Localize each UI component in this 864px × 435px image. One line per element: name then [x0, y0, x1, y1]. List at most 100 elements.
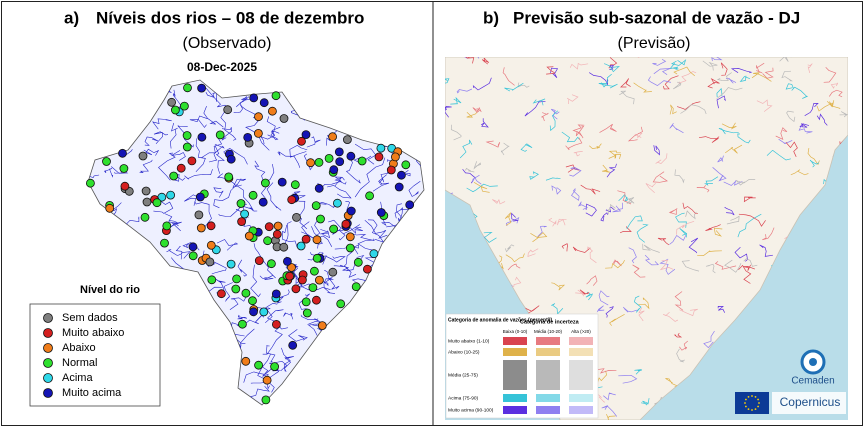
legend-swatch	[536, 394, 560, 402]
legend-swatch	[569, 360, 593, 390]
river	[589, 143, 602, 149]
legend-swatch	[569, 394, 593, 402]
river	[705, 224, 721, 231]
eu-star	[747, 408, 750, 410]
river	[721, 122, 737, 130]
river	[618, 194, 629, 203]
gauge-dot	[394, 182, 404, 192]
river	[217, 173, 237, 186]
gauge-dot	[170, 105, 180, 115]
river	[221, 127, 233, 141]
river	[143, 148, 160, 156]
river	[668, 208, 678, 215]
river	[257, 354, 275, 393]
river	[659, 258, 676, 275]
gauge-dot	[309, 266, 319, 276]
river	[638, 307, 645, 322]
gauge-dot	[241, 356, 251, 366]
river	[345, 155, 361, 184]
river	[571, 188, 580, 201]
gauge-dot	[249, 93, 259, 103]
gauge-dot	[405, 200, 415, 210]
river	[502, 67, 515, 86]
gauge-dot	[272, 229, 282, 239]
river	[716, 95, 726, 109]
river	[214, 145, 225, 174]
river	[220, 109, 237, 141]
river	[456, 88, 473, 94]
river	[785, 141, 798, 157]
legend-row: Abaixo (10-25)	[448, 349, 480, 355]
river	[618, 374, 638, 384]
gauge-dot	[279, 114, 289, 123]
gauge-dot	[291, 284, 301, 294]
gauge-dot	[167, 97, 177, 107]
gauge-dot	[120, 181, 130, 191]
river	[481, 118, 489, 128]
river	[500, 142, 510, 156]
river	[743, 264, 756, 271]
gauge-dot	[262, 375, 272, 385]
river	[587, 246, 597, 264]
legend-row: Muito abaixo (1-10)	[448, 338, 490, 344]
river	[346, 254, 365, 272]
gauge-dot	[226, 154, 236, 164]
river	[712, 167, 727, 182]
river	[636, 223, 649, 243]
river	[672, 81, 682, 90]
river	[653, 145, 660, 156]
river	[608, 57, 618, 69]
river	[184, 169, 213, 180]
river	[579, 289, 590, 295]
river	[605, 259, 625, 269]
gauge-dot	[119, 164, 129, 173]
logo-text: Cemaden	[791, 376, 834, 387]
eu-star	[747, 396, 750, 398]
legend-swatch	[503, 394, 527, 402]
river	[572, 124, 585, 139]
gauge-dot	[301, 130, 311, 140]
river	[532, 98, 546, 106]
gauge-dot	[206, 221, 216, 231]
gauge-dot	[329, 165, 339, 175]
river	[743, 258, 758, 267]
river	[237, 259, 248, 277]
gauge-dot	[241, 288, 251, 298]
gauge-dot	[254, 112, 263, 122]
river	[626, 215, 643, 229]
river	[674, 169, 685, 184]
gauge-dot	[243, 132, 253, 142]
river	[622, 306, 638, 313]
river	[707, 78, 720, 89]
river	[524, 100, 546, 117]
gauge-dot	[292, 212, 301, 222]
eu-star	[754, 396, 757, 398]
river	[679, 228, 688, 238]
gauge-dot	[194, 210, 204, 220]
river	[626, 197, 635, 204]
gauge-dot	[334, 147, 344, 157]
river	[713, 227, 723, 237]
river	[601, 73, 612, 88]
river	[766, 149, 791, 161]
river	[816, 113, 828, 126]
gauge-dot	[196, 223, 206, 233]
river	[237, 314, 248, 320]
river	[607, 204, 616, 215]
river	[445, 106, 452, 118]
river	[505, 216, 520, 227]
gauge-dot	[279, 242, 289, 252]
river	[724, 144, 743, 154]
gauge-dot	[231, 284, 241, 294]
gauge-dot	[169, 171, 179, 181]
river	[609, 313, 625, 326]
river	[569, 167, 582, 177]
river	[505, 253, 525, 263]
river	[282, 224, 298, 248]
legend-label: Sem dados	[62, 312, 118, 324]
logo-cemaden-eye	[809, 358, 817, 366]
gauge-dot	[374, 152, 384, 162]
river	[158, 152, 176, 181]
river	[549, 110, 559, 132]
river	[283, 312, 294, 320]
